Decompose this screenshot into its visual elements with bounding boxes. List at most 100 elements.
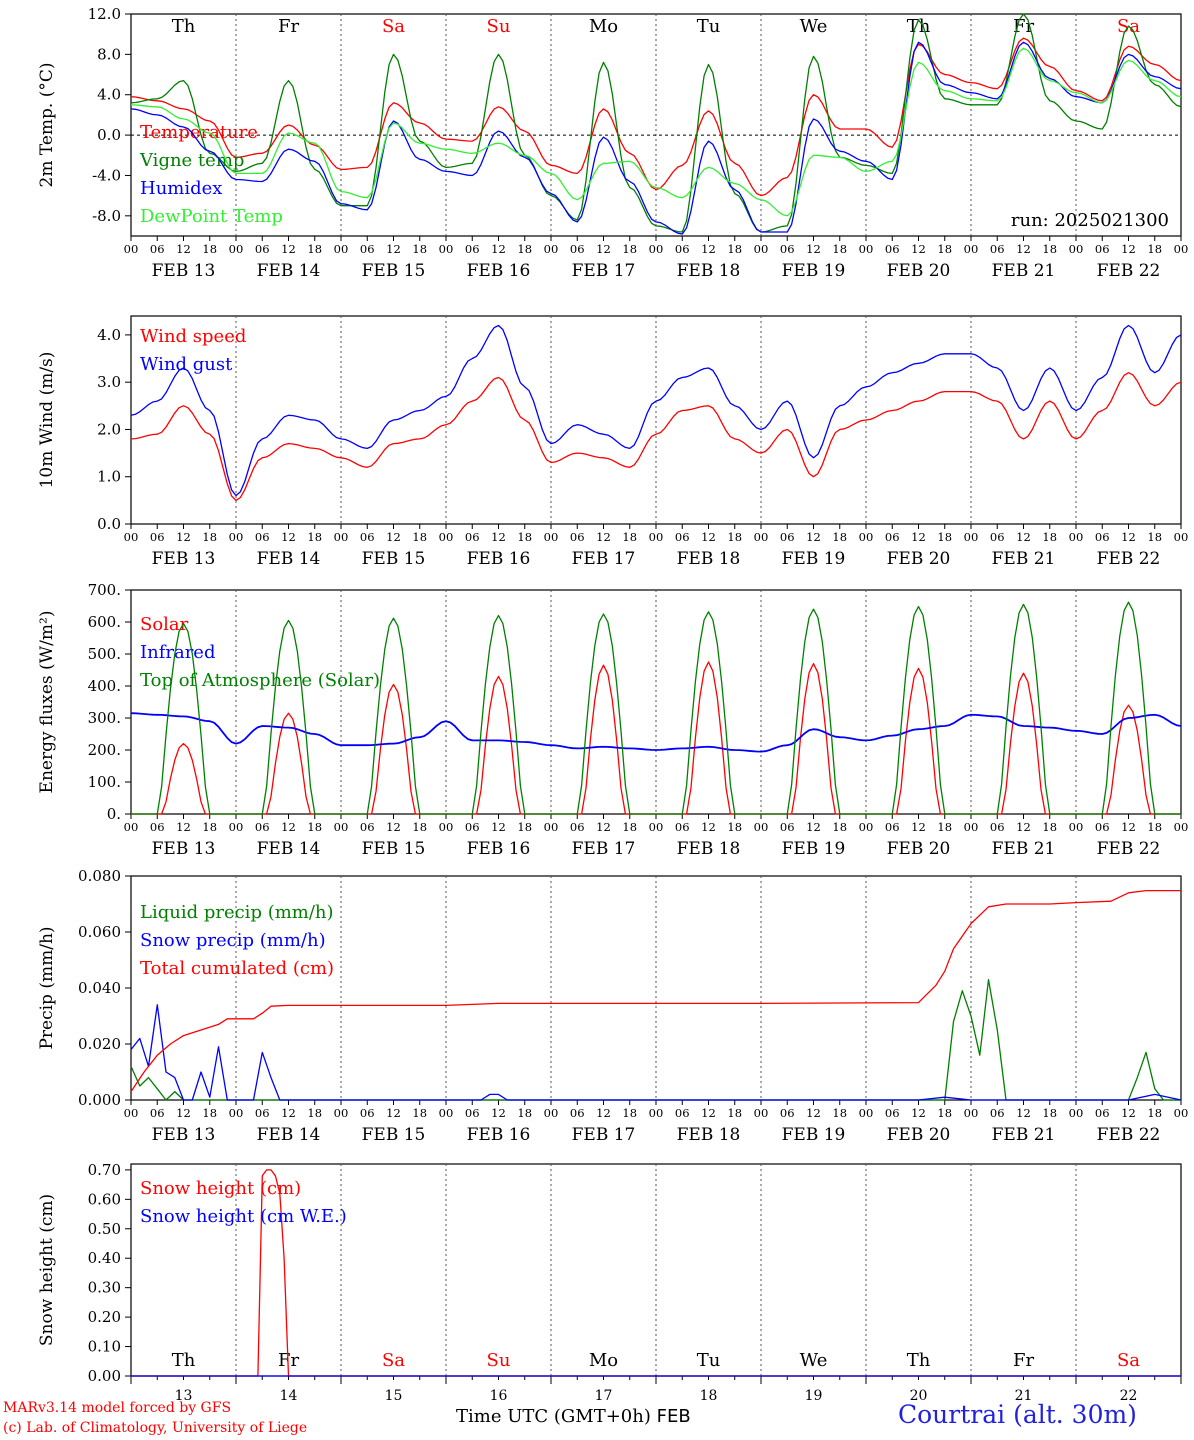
x-tick-label: 00 bbox=[1174, 820, 1189, 834]
x-tick-label: 00 bbox=[964, 242, 979, 256]
y-tick-label: 0.10 bbox=[88, 1338, 121, 1356]
x-tick-label: 00 bbox=[124, 1106, 139, 1120]
x-date-label: FEB 14 bbox=[257, 261, 321, 281]
x-tick-label: 06 bbox=[780, 530, 795, 544]
panel-wind: 0.0 1.0 2.0 3.0 4.0 10m Wind (m/s) 00 06 12 18 00 0… bbox=[37, 315, 1189, 569]
y-tick-label: 0.70 bbox=[88, 1161, 121, 1179]
x-tick-label: 00 bbox=[439, 1106, 454, 1120]
x-tick-label: 00 bbox=[544, 530, 559, 544]
x-tick-label: 06 bbox=[675, 1106, 690, 1120]
legend-entry: Wind gust bbox=[140, 354, 233, 375]
x-tick-label: 00 bbox=[229, 242, 244, 256]
series-line-total-cumulated-cm- bbox=[130, 889, 1181, 1092]
y-tick-label: -8.0 bbox=[92, 207, 121, 225]
x-tick-label: 06 bbox=[885, 242, 900, 256]
y-axis-label: 10m Wind (m/s) bbox=[37, 352, 57, 489]
x-tick-label: 06 bbox=[360, 242, 375, 256]
day-name-label: Su bbox=[487, 16, 511, 37]
x-date-label: FEB 15 bbox=[362, 261, 426, 281]
x-day-number: 20 bbox=[910, 1388, 928, 1404]
x-tick-label: 06 bbox=[675, 242, 690, 256]
x-tick-label: 12 bbox=[386, 820, 401, 834]
y-axis-label: Precip (mm/h) bbox=[37, 926, 57, 1049]
x-tick-label: 06 bbox=[465, 820, 480, 834]
series-line-snow-precip-mm-h- bbox=[130, 1004, 1182, 1101]
x-tick-label: 00 bbox=[754, 530, 769, 544]
x-tick-label: 18 bbox=[202, 1106, 217, 1120]
x-tick-label: 18 bbox=[832, 242, 847, 256]
y-tick-label: 500. bbox=[88, 645, 121, 663]
x-tick-label: 06 bbox=[465, 1106, 480, 1120]
x-tick-label: 06 bbox=[150, 1106, 165, 1120]
day-name-label: Su bbox=[487, 1350, 511, 1371]
x-tick-label: 00 bbox=[1174, 530, 1189, 544]
x-tick-label: 12 bbox=[386, 530, 401, 544]
x-tick-label: 06 bbox=[255, 820, 270, 834]
x-tick-label: 06 bbox=[780, 1106, 795, 1120]
x-tick-label: 00 bbox=[859, 1106, 874, 1120]
x-tick-label: 12 bbox=[281, 820, 296, 834]
x-date-label: FEB 14 bbox=[257, 839, 321, 859]
x-tick-label: 18 bbox=[937, 530, 952, 544]
x-tick-label: 12 bbox=[176, 1106, 191, 1120]
x-day-number: 15 bbox=[385, 1388, 403, 1404]
y-tick-label: 0.50 bbox=[88, 1220, 121, 1238]
day-name-label: Fr bbox=[1013, 1350, 1034, 1371]
x-tick-label: 00 bbox=[1069, 530, 1084, 544]
x-date-label: FEB 13 bbox=[152, 839, 216, 859]
x-tick-label: 06 bbox=[570, 242, 585, 256]
x-tick-label: 18 bbox=[202, 820, 217, 834]
x-tick-label: 06 bbox=[780, 242, 795, 256]
day-name-label: Fr bbox=[278, 1350, 299, 1371]
day-name-label: Fr bbox=[278, 16, 299, 37]
legend-entry: Wind speed bbox=[140, 326, 246, 347]
day-name-label: Th bbox=[907, 16, 931, 37]
x-date-label: FEB 18 bbox=[677, 261, 741, 281]
x-tick-label: 12 bbox=[491, 1106, 506, 1120]
x-date-label: FEB 20 bbox=[887, 549, 951, 569]
x-tick-label: 06 bbox=[255, 1106, 270, 1120]
x-tick-label: 12 bbox=[281, 530, 296, 544]
x-tick-label: 12 bbox=[701, 242, 716, 256]
x-tick-label: 00 bbox=[859, 820, 874, 834]
x-tick-label: 00 bbox=[439, 530, 454, 544]
x-tick-label: 00 bbox=[124, 242, 139, 256]
x-date-label: FEB 17 bbox=[572, 839, 636, 859]
x-tick-label: 12 bbox=[596, 820, 611, 834]
x-tick-label: 00 bbox=[544, 242, 559, 256]
series-line-vigne-temp bbox=[130, 13, 1182, 233]
x-tick-label: 00 bbox=[439, 820, 454, 834]
x-tick-label: 18 bbox=[307, 820, 322, 834]
x-tick-label: 12 bbox=[701, 820, 716, 834]
x-axis-title-text: Time UTC (GMT+0h) bbox=[456, 1406, 651, 1427]
x-tick-label: 18 bbox=[1042, 820, 1057, 834]
x-date-label: FEB 13 bbox=[152, 549, 216, 569]
x-date-label: FEB 20 bbox=[887, 261, 951, 281]
y-axis-label: Snow height (cm) bbox=[37, 1194, 57, 1346]
x-date-label: FEB 17 bbox=[572, 549, 636, 569]
x-tick-label: 06 bbox=[990, 530, 1005, 544]
x-tick-label: 00 bbox=[334, 1106, 349, 1120]
x-day-number: 13 bbox=[175, 1388, 193, 1404]
x-tick-label: 18 bbox=[622, 1106, 637, 1120]
y-tick-label: 8.0 bbox=[97, 45, 121, 63]
x-axis-title: Time UTC (GMT+0h) FEB bbox=[456, 1406, 691, 1427]
x-date-label: FEB 13 bbox=[152, 261, 216, 281]
day-name-label: Tu bbox=[697, 16, 721, 37]
legend-entry: Snow height (cm W.E.) bbox=[140, 1206, 347, 1227]
series-line-wind-gust bbox=[130, 324, 1182, 497]
x-date-label: FEB 19 bbox=[782, 839, 846, 859]
x-tick-label: 00 bbox=[964, 530, 979, 544]
x-date-label: FEB 22 bbox=[1097, 839, 1161, 859]
x-tick-label: 00 bbox=[1174, 242, 1189, 256]
x-tick-label: 18 bbox=[1042, 1106, 1057, 1120]
y-axis-label: Energy fluxes (W/m²) bbox=[37, 611, 57, 794]
day-name-label: Sa bbox=[382, 1350, 405, 1371]
y-tick-label: 0.20 bbox=[88, 1308, 121, 1326]
x-tick-label: 00 bbox=[334, 242, 349, 256]
x-tick-label: 12 bbox=[911, 530, 926, 544]
x-tick-label: 00 bbox=[124, 820, 139, 834]
x-tick-label: 18 bbox=[517, 820, 532, 834]
y-tick-label: 0.0 bbox=[97, 126, 121, 144]
day-name-label: Mo bbox=[589, 1350, 618, 1371]
